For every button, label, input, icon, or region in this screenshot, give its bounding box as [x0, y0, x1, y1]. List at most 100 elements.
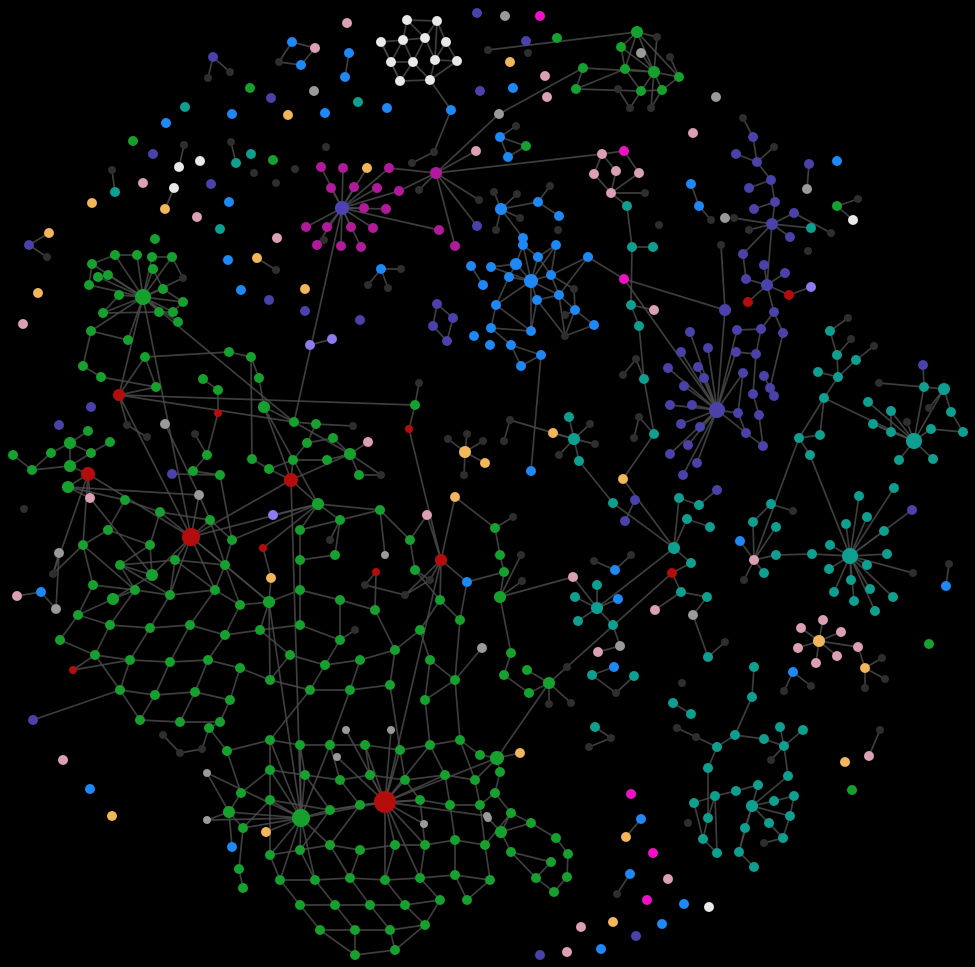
- graph-node[interactable]: [107, 811, 117, 821]
- graph-node[interactable]: [647, 104, 655, 112]
- graph-node[interactable]: [213, 385, 223, 395]
- graph-node[interactable]: [173, 317, 183, 327]
- graph-node[interactable]: [766, 218, 778, 230]
- graph-node[interactable]: [842, 548, 858, 564]
- graph-node[interactable]: [562, 872, 572, 882]
- graph-node[interactable]: [770, 143, 778, 151]
- graph-node[interactable]: [238, 823, 248, 833]
- graph-node[interactable]: [886, 406, 896, 416]
- graph-node[interactable]: [425, 655, 435, 665]
- graph-node[interactable]: [903, 418, 911, 426]
- graph-node[interactable]: [208, 52, 218, 62]
- graph-node[interactable]: [234, 864, 244, 874]
- graph-node[interactable]: [176, 749, 184, 757]
- graph-node[interactable]: [310, 875, 320, 885]
- graph-node[interactable]: [524, 688, 534, 698]
- graph-node[interactable]: [460, 471, 468, 479]
- graph-node[interactable]: [506, 648, 516, 658]
- graph-node[interactable]: [785, 232, 795, 242]
- graph-node[interactable]: [666, 53, 674, 61]
- graph-node[interactable]: [495, 826, 507, 838]
- graph-node[interactable]: [205, 515, 215, 525]
- graph-node[interactable]: [687, 400, 697, 410]
- graph-node[interactable]: [309, 86, 319, 96]
- graph-node[interactable]: [798, 725, 808, 735]
- graph-node[interactable]: [573, 616, 583, 626]
- graph-node[interactable]: [254, 373, 264, 383]
- graph-node[interactable]: [851, 355, 861, 365]
- graph-node[interactable]: [312, 240, 322, 250]
- graph-node[interactable]: [255, 625, 265, 635]
- graph-node[interactable]: [478, 280, 488, 290]
- graph-node[interactable]: [381, 204, 391, 214]
- graph-node[interactable]: [285, 650, 295, 660]
- graph-node[interactable]: [202, 450, 212, 460]
- graph-node[interactable]: [555, 451, 563, 459]
- graph-node[interactable]: [114, 290, 124, 300]
- graph-node[interactable]: [854, 195, 862, 203]
- graph-node[interactable]: [103, 525, 113, 535]
- graph-node[interactable]: [480, 458, 490, 468]
- graph-node[interactable]: [96, 372, 106, 382]
- graph-node[interactable]: [686, 558, 696, 568]
- graph-node[interactable]: [145, 540, 155, 550]
- graph-node[interactable]: [865, 584, 875, 594]
- graph-node[interactable]: [486, 323, 496, 333]
- graph-node[interactable]: [54, 548, 64, 558]
- graph-node[interactable]: [322, 143, 330, 151]
- graph-node[interactable]: [235, 663, 245, 673]
- graph-node[interactable]: [689, 798, 699, 808]
- graph-node[interactable]: [147, 252, 157, 262]
- graph-node[interactable]: [236, 788, 246, 798]
- graph-node[interactable]: [692, 733, 700, 741]
- graph-node[interactable]: [676, 587, 686, 597]
- graph-node[interactable]: [589, 169, 599, 179]
- graph-node[interactable]: [265, 735, 275, 745]
- graph-node[interactable]: [103, 270, 113, 280]
- graph-node[interactable]: [259, 544, 267, 552]
- graph-node[interactable]: [515, 748, 525, 758]
- graph-node[interactable]: [540, 71, 550, 81]
- graph-node[interactable]: [733, 408, 743, 418]
- graph-node[interactable]: [289, 417, 299, 427]
- graph-node[interactable]: [886, 427, 896, 437]
- graph-node[interactable]: [688, 128, 698, 138]
- graph-node[interactable]: [340, 72, 350, 82]
- graph-node[interactable]: [312, 498, 324, 510]
- graph-node[interactable]: [663, 874, 673, 884]
- graph-node[interactable]: [824, 564, 834, 574]
- graph-node[interactable]: [703, 652, 713, 662]
- graph-node[interactable]: [500, 11, 510, 21]
- graph-node[interactable]: [415, 873, 425, 883]
- graph-node[interactable]: [386, 57, 396, 67]
- graph-node[interactable]: [359, 203, 369, 213]
- graph-node[interactable]: [639, 374, 649, 384]
- graph-node[interactable]: [402, 15, 412, 25]
- graph-node[interactable]: [840, 757, 850, 767]
- graph-node[interactable]: [686, 179, 696, 189]
- graph-node[interactable]: [806, 223, 816, 233]
- graph-node[interactable]: [265, 675, 275, 685]
- graph-node[interactable]: [247, 454, 257, 464]
- graph-node[interactable]: [295, 740, 305, 750]
- graph-node[interactable]: [616, 42, 626, 52]
- graph-node[interactable]: [305, 340, 315, 350]
- graph-node[interactable]: [780, 268, 790, 278]
- graph-node[interactable]: [377, 471, 385, 479]
- graph-node[interactable]: [405, 535, 415, 545]
- graph-node[interactable]: [549, 887, 559, 897]
- graph-node[interactable]: [190, 687, 200, 697]
- graph-node[interactable]: [326, 536, 334, 544]
- graph-node[interactable]: [115, 560, 125, 570]
- graph-node[interactable]: [761, 279, 773, 291]
- graph-node[interactable]: [526, 818, 536, 828]
- graph-node[interactable]: [853, 642, 863, 652]
- graph-node[interactable]: [268, 155, 278, 165]
- graph-node[interactable]: [546, 857, 556, 867]
- graph-node[interactable]: [704, 902, 714, 912]
- graph-node[interactable]: [554, 290, 564, 300]
- graph-node[interactable]: [86, 402, 96, 412]
- graph-node[interactable]: [167, 469, 177, 479]
- graph-node[interactable]: [215, 470, 225, 480]
- graph-node[interactable]: [767, 756, 775, 764]
